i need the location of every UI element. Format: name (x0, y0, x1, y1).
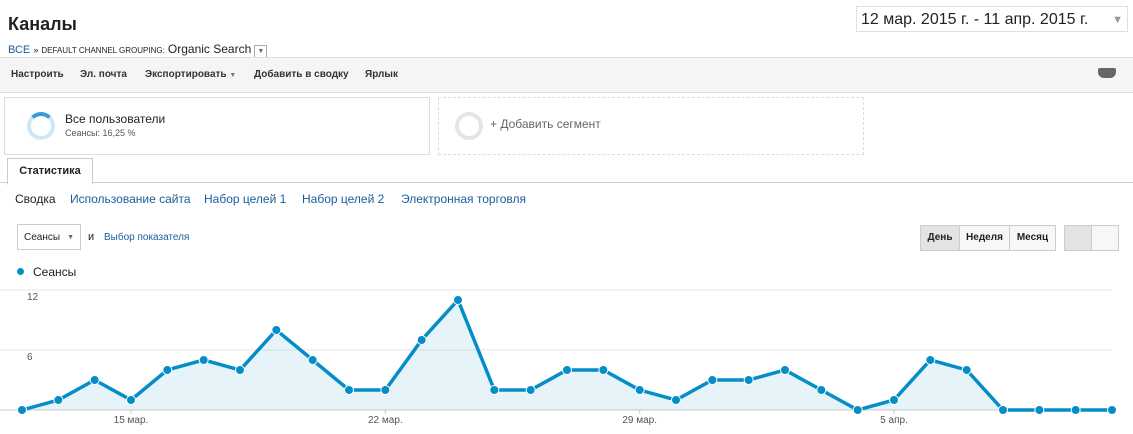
breadcrumb-grouping: DEFAULT CHANNEL GROUPING: (41, 46, 165, 55)
data-point (852, 405, 863, 415)
data-point (235, 365, 245, 375)
date-range-text: 12 мар. 2015 г. - 11 апр. 2015 г. (861, 11, 1089, 28)
legend-dot (17, 268, 24, 275)
subtab[interactable]: Набор целей 2 (302, 192, 385, 206)
toolbar-item[interactable]: Экспортировать ▼ (145, 69, 237, 80)
toolbar-bg (0, 57, 1133, 93)
data-point (780, 365, 790, 375)
legend-label: Сеансы (33, 265, 77, 279)
data-point (271, 325, 282, 335)
conjunction: и (88, 231, 95, 243)
toolbar-item[interactable]: Ярлык (365, 69, 398, 80)
data-point (1070, 405, 1081, 415)
data-point (562, 365, 572, 375)
metric-select[interactable]: Сеансы ▼ (17, 224, 81, 250)
subtab[interactable]: Набор целей 1 (204, 192, 287, 206)
breadcrumb-separator: » (33, 45, 39, 55)
toolbar-item-text: Экспортировать (145, 69, 227, 80)
tab-line (0, 182, 1133, 183)
data-point (707, 375, 718, 385)
toolbar-item[interactable]: Эл. почта (80, 69, 127, 80)
period-button[interactable]: День (920, 225, 960, 251)
data-point (162, 365, 173, 375)
motion-view-button[interactable] (1091, 225, 1119, 251)
data-point (816, 385, 827, 395)
data-point (380, 385, 391, 395)
data-point (344, 385, 354, 395)
data-point (961, 365, 972, 375)
breadcrumb: ВСЕ » DEFAULT CHANNEL GROUPING: Organic … (8, 42, 268, 58)
x-tick-label: 15 мар. (114, 415, 149, 426)
data-point (17, 405, 27, 415)
page-title: Каналы (8, 14, 77, 34)
breadcrumb-value: Organic Search (167, 42, 252, 56)
data-point (1034, 405, 1045, 415)
line-view-button[interactable] (1064, 225, 1092, 251)
tab[interactable]: Статистика (7, 158, 93, 185)
y-tick-label: 6 (27, 352, 33, 363)
data-point (126, 395, 136, 405)
data-point (1107, 405, 1117, 415)
subtab[interactable]: Сводка (15, 192, 56, 206)
subtab[interactable]: Электронная торговля (401, 192, 526, 206)
data-point (743, 375, 754, 385)
breadcrumb-root[interactable]: ВСЕ (8, 44, 31, 56)
pick-metric[interactable]: Выбор показателя (104, 232, 190, 243)
data-point (889, 395, 899, 405)
segment-card[interactable]: Все пользователи Сеансы: 16,25 % (4, 97, 430, 155)
period-button[interactable]: Неделя (959, 225, 1010, 251)
area-fill (22, 300, 1112, 410)
data-point (89, 375, 100, 385)
data-point (53, 395, 64, 405)
x-tick-label: 5 апр. (880, 415, 908, 426)
chart: 6 12 15 мар. 22 мар. 29 мар. 5 апр. (0, 289, 1117, 426)
y-tick-label: 12 (27, 292, 39, 303)
x-tick-label: 22 мар. (368, 415, 403, 426)
add-segment-text: + Добавить сегмент (490, 117, 601, 131)
data-point (634, 385, 645, 395)
segment-name: Все пользователи (65, 112, 166, 126)
data-point (198, 355, 209, 365)
data-point (307, 355, 318, 365)
subtab[interactable]: Использование сайта (70, 192, 191, 206)
segment-detail: Сеансы: 16,25 % (65, 128, 136, 138)
data-point (925, 355, 936, 365)
x-tick-label: 29 мар. (622, 415, 657, 426)
data-point (453, 295, 463, 305)
data-point (998, 405, 1008, 415)
academy-icon[interactable] (1098, 68, 1116, 78)
period-button[interactable]: Месяц (1009, 225, 1056, 251)
data-point (489, 385, 500, 395)
data-point (671, 395, 681, 405)
data-point (525, 385, 536, 395)
data-point (416, 335, 427, 345)
add-segment[interactable]: + Добавить сегмент (438, 97, 864, 155)
data-point (598, 365, 609, 375)
metric-select-text: Сеансы (24, 232, 61, 243)
toolbar-item[interactable]: Настроить (11, 69, 64, 80)
date-range[interactable]: 12 мар. 2015 г. - 11 апр. 2015 г. ▼ (856, 6, 1128, 32)
toolbar-item[interactable]: Добавить в сводку (254, 69, 349, 80)
